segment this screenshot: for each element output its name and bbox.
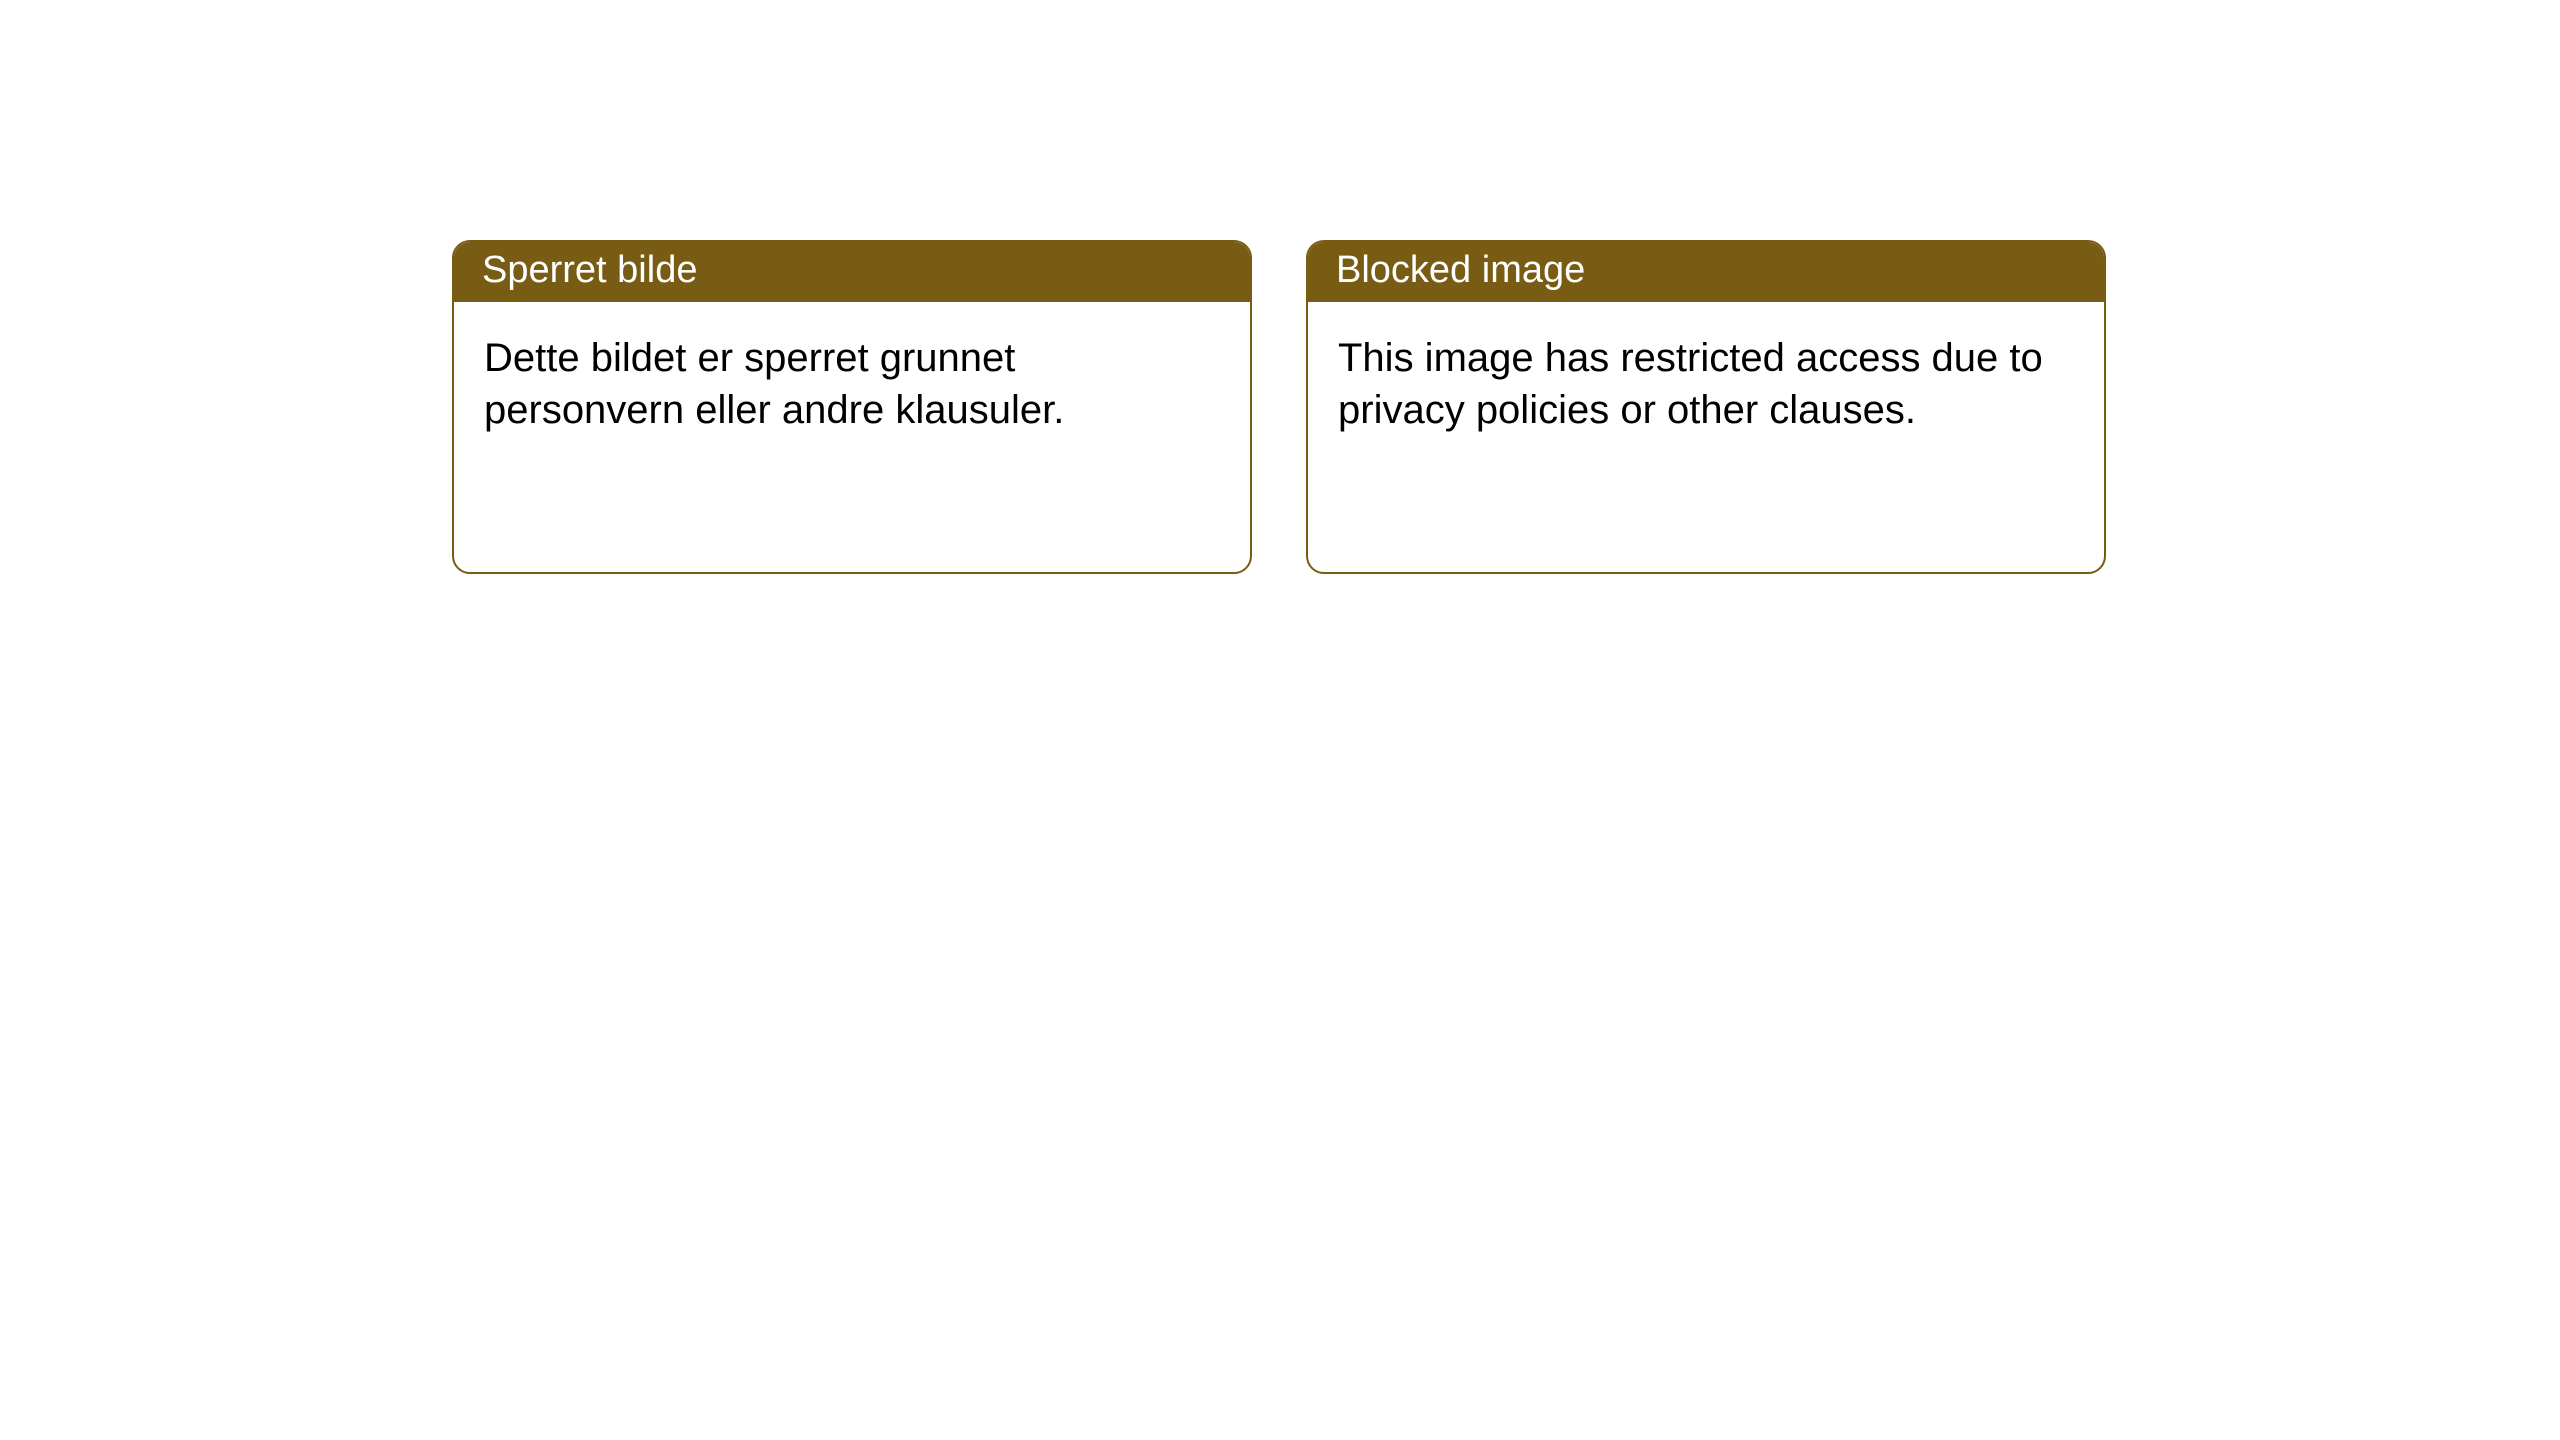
notice-body: Dette bildet er sperret grunnet personve… xyxy=(454,302,1250,438)
notice-container: Sperret bilde Dette bildet er sperret gr… xyxy=(0,0,2560,574)
notice-box-english: Blocked image This image has restricted … xyxy=(1306,240,2106,574)
notice-box-norwegian: Sperret bilde Dette bildet er sperret gr… xyxy=(452,240,1252,574)
notice-body: This image has restricted access due to … xyxy=(1308,302,2104,438)
notice-title: Blocked image xyxy=(1308,242,2104,302)
notice-title: Sperret bilde xyxy=(454,242,1250,302)
